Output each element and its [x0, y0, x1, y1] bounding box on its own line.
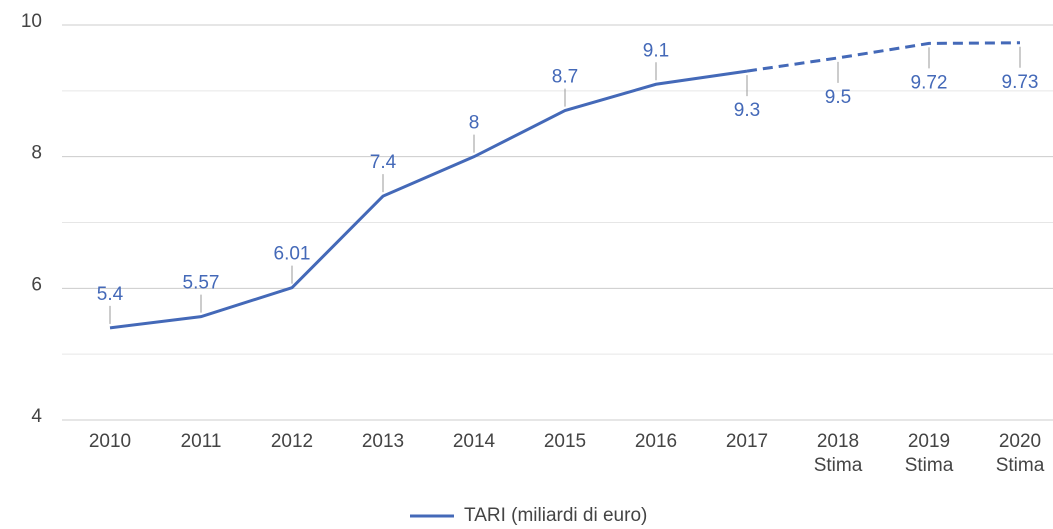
line-solid: [109, 69, 748, 330]
data-label: 8: [469, 113, 480, 134]
x-tick-label: 2017: [725, 431, 769, 452]
y-tick-label: 8: [31, 143, 42, 164]
x-tick-label: 2013: [361, 431, 405, 452]
x-tick-label: 2018 Stima: [813, 431, 863, 476]
data-label: 9.1: [643, 40, 669, 61]
x-tick-label: 2010: [88, 431, 132, 452]
y-tick-label: 6: [31, 274, 42, 295]
legend-label: TARI (miliardi di euro): [464, 505, 647, 526]
data-label: 8.7: [552, 67, 578, 88]
x-tick-label: 2020 Stima: [995, 431, 1045, 476]
line-dashed: [746, 41, 1021, 73]
data-label: 6.01: [274, 244, 311, 265]
x-tick-label: 2012: [270, 431, 314, 452]
x-tick-label: 2016: [634, 431, 678, 452]
x-tick-label: 2019 Stima: [904, 431, 954, 476]
data-label: 7.4: [370, 152, 397, 173]
data-label: 9.5: [825, 87, 851, 108]
y-tick-label: 10: [21, 11, 42, 32]
x-tick-label: 2014: [452, 431, 496, 452]
data-label: 5.4: [97, 284, 124, 305]
data-label: 9.72: [911, 72, 948, 93]
data-label: 9.3: [734, 100, 760, 121]
x-tick-label: 2011: [180, 431, 222, 452]
data-label: 9.73: [1002, 72, 1039, 93]
x-tick-label: 2015: [543, 431, 587, 452]
y-tick-label: 4: [31, 406, 42, 427]
data-label: 5.57: [183, 273, 220, 294]
